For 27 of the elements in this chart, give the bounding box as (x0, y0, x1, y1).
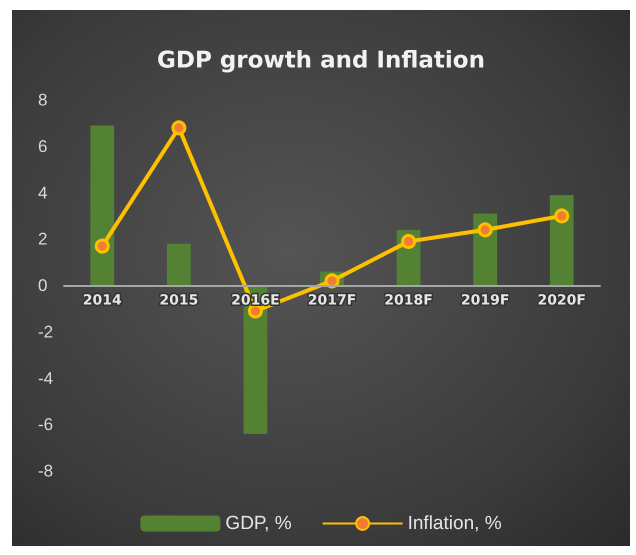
point (401, 234, 416, 249)
bar (166, 244, 191, 286)
bar (550, 195, 574, 286)
point (324, 273, 340, 288)
y-tick-label: -2 (38, 322, 54, 342)
bar (90, 126, 114, 286)
y-tick-label: 6 (38, 136, 48, 156)
y-tick-label: 4 (38, 183, 48, 202)
x-tick-label: 2018F (384, 292, 433, 308)
point (171, 120, 186, 136)
x-tick-label: 2019F (460, 292, 510, 308)
y-tick-label: -8 (38, 462, 54, 480)
y-tick-label: -6 (38, 415, 54, 434)
x-tick-label: 2014 (82, 292, 122, 308)
point (478, 222, 493, 238)
point (94, 238, 110, 254)
y-tick-label: 0 (38, 276, 48, 295)
x-tick-label: 2015 (159, 292, 198, 308)
y-tick-label: 8 (38, 90, 48, 110)
x-tick-label: 2020F (537, 292, 586, 308)
x-tick-label: 2017F (308, 292, 356, 308)
y-tick-label: 2 (38, 230, 48, 249)
legend-label: Inflation, % (408, 513, 502, 534)
chart-title: GDP growth and Inflation (157, 48, 485, 74)
legend-label: GDP, % (225, 513, 292, 534)
point (554, 208, 570, 224)
y-tick-label: -4 (38, 368, 54, 388)
